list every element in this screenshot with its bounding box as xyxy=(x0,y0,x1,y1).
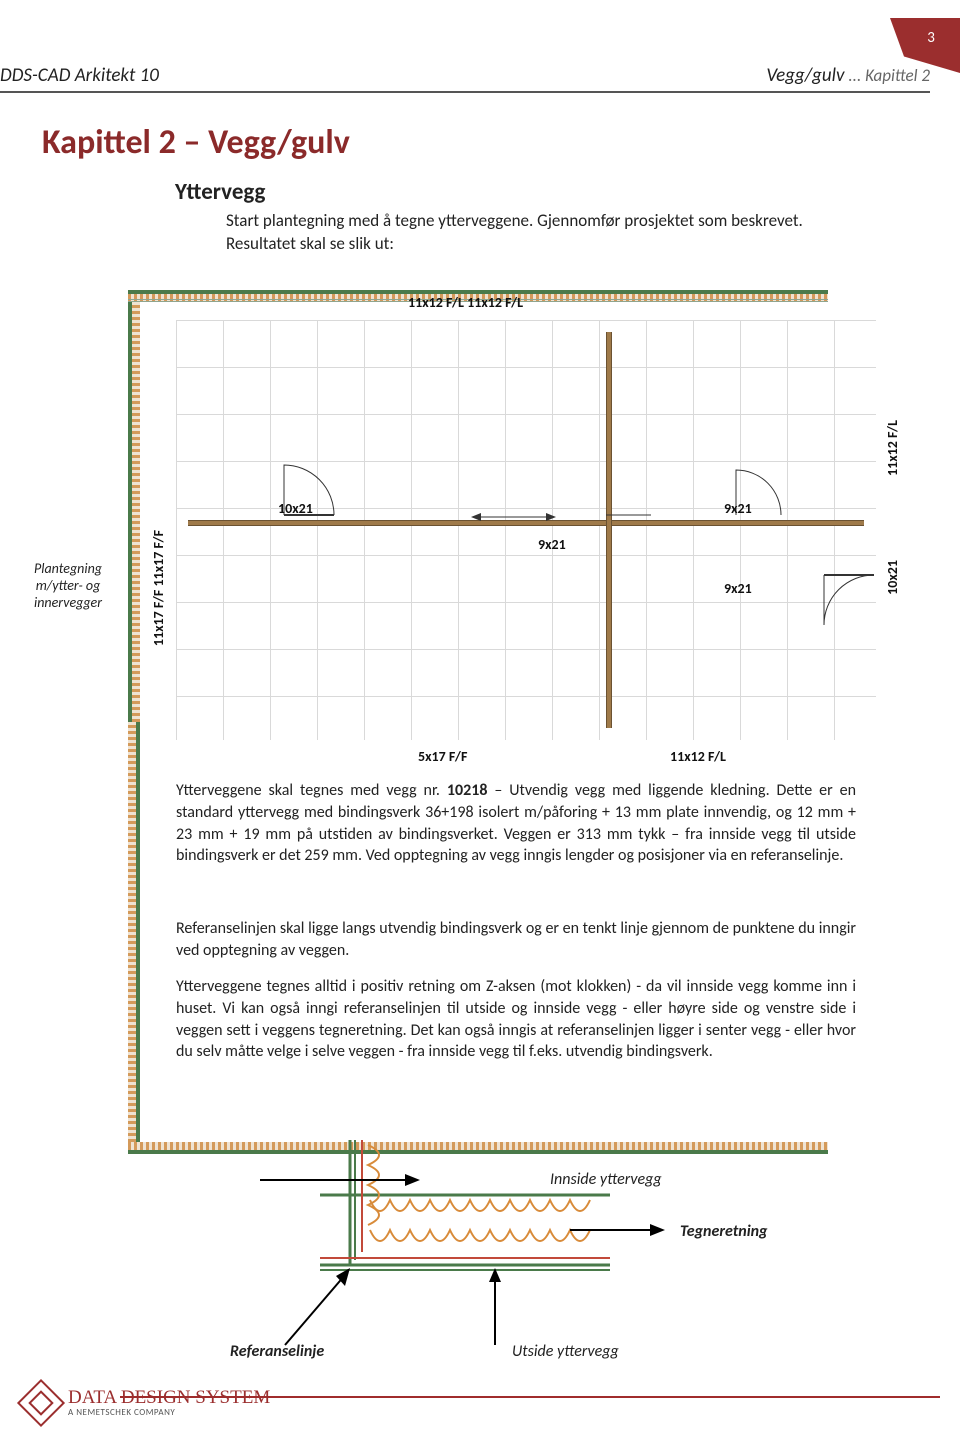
floor-plan: 11x12 F/L 11x12 F/L 11x17 F/F 11x17 F/F … xyxy=(128,290,888,752)
plan-label-br: 11x12 F/L xyxy=(670,748,726,765)
page-number: 3 xyxy=(927,29,935,47)
paragraph-1: Ytterveggene skal tegnes med vegg nr. 10… xyxy=(176,780,856,867)
paragraph-2: Referanselinjen skal ligge langs utvendi… xyxy=(176,918,856,962)
header: DDS-CAD Arkitekt 10 Vegg/gulv ... Kapitt… xyxy=(0,64,930,93)
logo-brand: DATA DESIGN SYSTEM xyxy=(68,1388,270,1407)
logo-icon xyxy=(17,1379,65,1427)
logo-sub: A NEMETSCHEK COMPANY xyxy=(68,1407,270,1418)
plan-label-9x21-m: 9x21 xyxy=(724,580,752,597)
footer-logo: DATA DESIGN SYSTEM A NEMETSCHEK COMPANY xyxy=(24,1386,270,1420)
header-right-strong: Vegg/gulv xyxy=(766,64,844,87)
paragraph-3: Ytterveggene tegnes alltid i positiv ret… xyxy=(176,976,856,1063)
plan-label-top: 11x12 F/L 11x12 F/L xyxy=(408,294,523,311)
plan-label-rtop: 11x12 F/L xyxy=(884,420,901,476)
plan-label-left: 11x17 F/F 11x17 F/F xyxy=(150,530,167,646)
wall-detail: Innside yttervegg Tegneretning Referanse… xyxy=(250,1140,870,1370)
detail-innside: Innside yttervegg xyxy=(550,1170,662,1189)
plan-label-10x21-r: 10x21 xyxy=(884,560,901,595)
header-left: DDS-CAD Arkitekt 10 xyxy=(0,64,159,87)
p1code: 10218 xyxy=(447,781,488,800)
header-right-dots: ... Kapittel 2 xyxy=(845,65,930,86)
section-title: Yttervegg xyxy=(175,178,265,206)
logo-text-wrap: DATA DESIGN SYSTEM A NEMETSCHEK COMPANY xyxy=(68,1388,270,1418)
detail-referanselinje: Referanselinje xyxy=(230,1342,324,1361)
wall-right xyxy=(128,722,140,1142)
detail-tegneretning: Tegneretning xyxy=(680,1222,768,1241)
chapter-title: Kapittel 2 – Vegg/gulv xyxy=(42,122,350,163)
plan-side-caption: Plantegning m/ytter- og innervegger xyxy=(18,560,118,611)
plan-label-9x21-tr: 9x21 xyxy=(724,500,752,517)
plan-label-9x21-c: 9x21 xyxy=(538,536,566,553)
intro-text: Start plantegning med å tegne yttervegge… xyxy=(226,210,858,256)
header-right: Vegg/gulv ... Kapittel 2 xyxy=(766,64,930,87)
plan-label-bl: 5x17 F/F xyxy=(418,748,467,765)
wall-left xyxy=(128,302,140,722)
detail-utside: Utside yttervegg xyxy=(512,1342,619,1361)
plan-label-10x21-l: 10x21 xyxy=(278,500,313,517)
p1a: Ytterveggene skal tegnes med vegg nr. xyxy=(176,781,447,800)
plan-overlay xyxy=(176,320,876,740)
